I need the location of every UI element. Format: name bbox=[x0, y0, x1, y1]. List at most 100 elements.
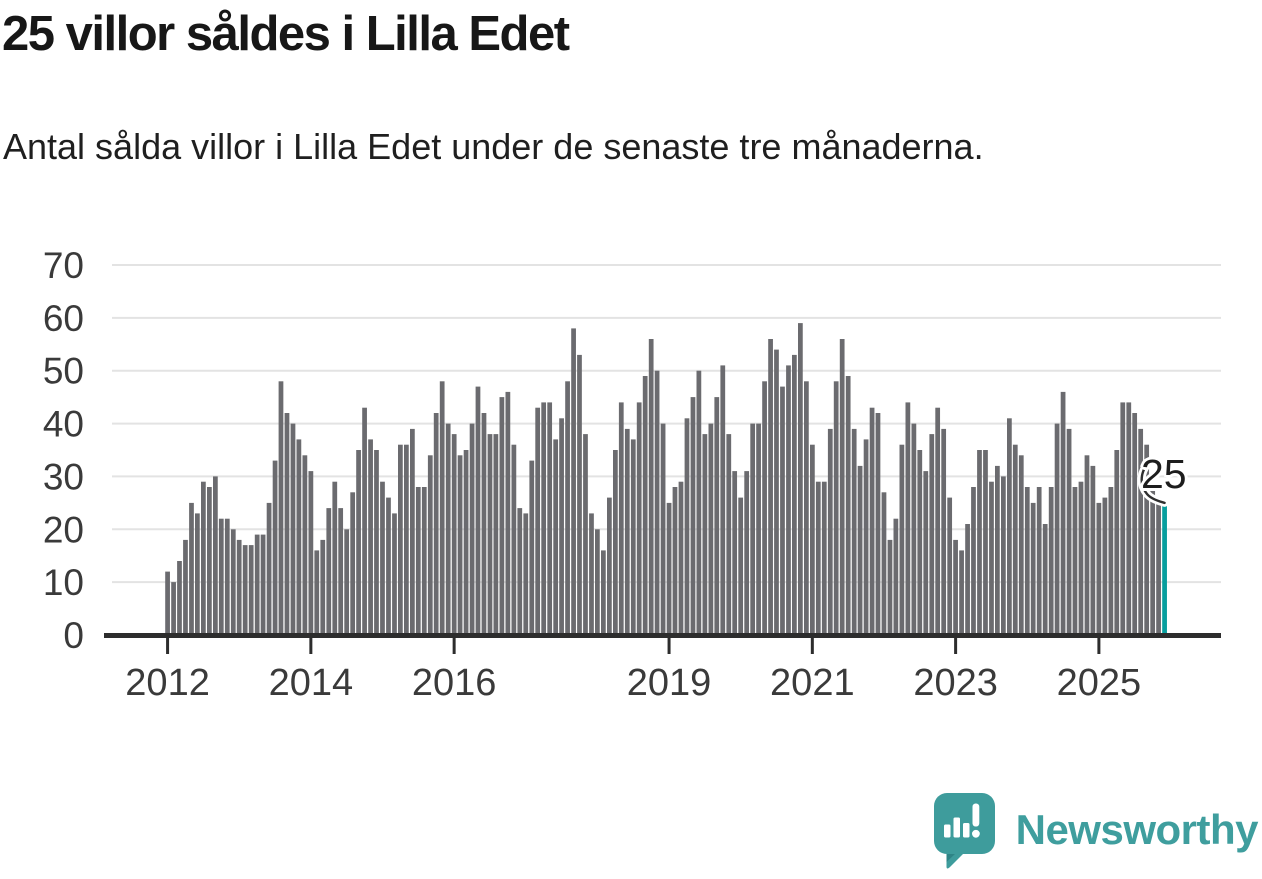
bar bbox=[660, 423, 666, 635]
bar bbox=[415, 487, 421, 635]
bar bbox=[863, 439, 869, 635]
bar bbox=[953, 539, 958, 635]
bar bbox=[839, 339, 845, 635]
bar bbox=[326, 508, 332, 635]
bar bbox=[302, 455, 308, 635]
bar bbox=[696, 370, 702, 635]
bar bbox=[1042, 524, 1048, 635]
bar bbox=[929, 434, 935, 635]
bar bbox=[732, 471, 738, 635]
bar bbox=[923, 471, 929, 635]
page-subtitle: Antal sålda villor i Lilla Edet under de… bbox=[3, 126, 984, 167]
bar bbox=[541, 402, 547, 635]
bar bbox=[630, 439, 636, 635]
bar bbox=[893, 518, 899, 635]
bar bbox=[224, 518, 230, 635]
bar bbox=[1120, 402, 1126, 635]
exclamation-stem bbox=[972, 803, 979, 827]
bar bbox=[213, 476, 218, 635]
bar bbox=[314, 550, 320, 635]
bar bbox=[1084, 455, 1090, 635]
bar bbox=[1024, 487, 1030, 635]
bar bbox=[201, 481, 206, 635]
bar bbox=[1048, 487, 1054, 635]
bar bbox=[260, 534, 266, 635]
bar bbox=[815, 481, 821, 635]
x-tick-label: 2014 bbox=[269, 662, 354, 704]
y-axis-label: 10 bbox=[43, 562, 84, 603]
bar bbox=[595, 529, 600, 635]
bar bbox=[869, 407, 875, 635]
bar bbox=[881, 492, 887, 635]
bar bbox=[1132, 413, 1138, 635]
bar bbox=[565, 381, 570, 635]
bar bbox=[380, 481, 385, 635]
bar bbox=[911, 423, 917, 635]
bar bbox=[398, 444, 403, 635]
bar bbox=[959, 550, 964, 635]
bar bbox=[505, 391, 511, 635]
bar bbox=[792, 354, 797, 635]
bar bbox=[362, 407, 367, 635]
bar bbox=[374, 450, 379, 635]
bar bbox=[1102, 497, 1108, 635]
bar bbox=[1054, 423, 1060, 635]
bar bbox=[421, 487, 427, 635]
bar bbox=[726, 434, 732, 635]
bar bbox=[971, 487, 976, 635]
x-tick-label: 2023 bbox=[913, 662, 998, 704]
brand-wordmark: Newsworthy bbox=[1015, 806, 1259, 853]
bar bbox=[236, 539, 242, 635]
x-tick-label: 2025 bbox=[1057, 662, 1142, 704]
bar bbox=[899, 444, 905, 635]
bar bbox=[290, 423, 296, 635]
bar bbox=[851, 428, 857, 635]
bar bbox=[887, 539, 893, 635]
bar bbox=[738, 497, 744, 635]
bar bbox=[404, 444, 409, 635]
bar bbox=[296, 439, 302, 635]
bar bbox=[230, 529, 236, 635]
bar bbox=[589, 513, 594, 635]
bar bbox=[768, 339, 773, 635]
bar bbox=[475, 386, 481, 635]
bar bbox=[547, 402, 553, 635]
bar bbox=[308, 471, 314, 635]
bar bbox=[469, 423, 475, 635]
bar bbox=[1150, 487, 1156, 635]
bar bbox=[827, 428, 833, 635]
bar bbox=[845, 376, 851, 635]
bar bbox=[445, 423, 451, 635]
bar bbox=[451, 434, 457, 635]
bar bbox=[1126, 402, 1132, 635]
bar bbox=[833, 381, 839, 635]
bar bbox=[433, 413, 439, 635]
bar bbox=[511, 444, 517, 635]
bar bbox=[618, 402, 624, 635]
bar bbox=[648, 339, 654, 635]
bar bbox=[195, 513, 200, 635]
data-label-callout: 25 bbox=[1141, 451, 1187, 497]
bar bbox=[577, 354, 582, 635]
bar bbox=[254, 534, 260, 635]
bar bbox=[786, 365, 791, 635]
bar bbox=[821, 481, 827, 635]
bar bbox=[523, 513, 529, 635]
bar bbox=[1066, 428, 1072, 635]
bar bbox=[977, 450, 982, 635]
bar bbox=[218, 518, 224, 635]
bar bbox=[1072, 487, 1078, 635]
bar bbox=[284, 413, 290, 635]
y-axis-label: 0 bbox=[63, 615, 84, 656]
bar bbox=[965, 524, 970, 635]
bar bbox=[177, 561, 182, 635]
bar bbox=[1036, 487, 1042, 635]
bar bbox=[386, 497, 391, 635]
bar bbox=[756, 423, 761, 635]
bar bbox=[320, 539, 326, 635]
bar bbox=[344, 529, 350, 635]
bar bbox=[189, 502, 194, 635]
bar bbox=[935, 407, 941, 635]
